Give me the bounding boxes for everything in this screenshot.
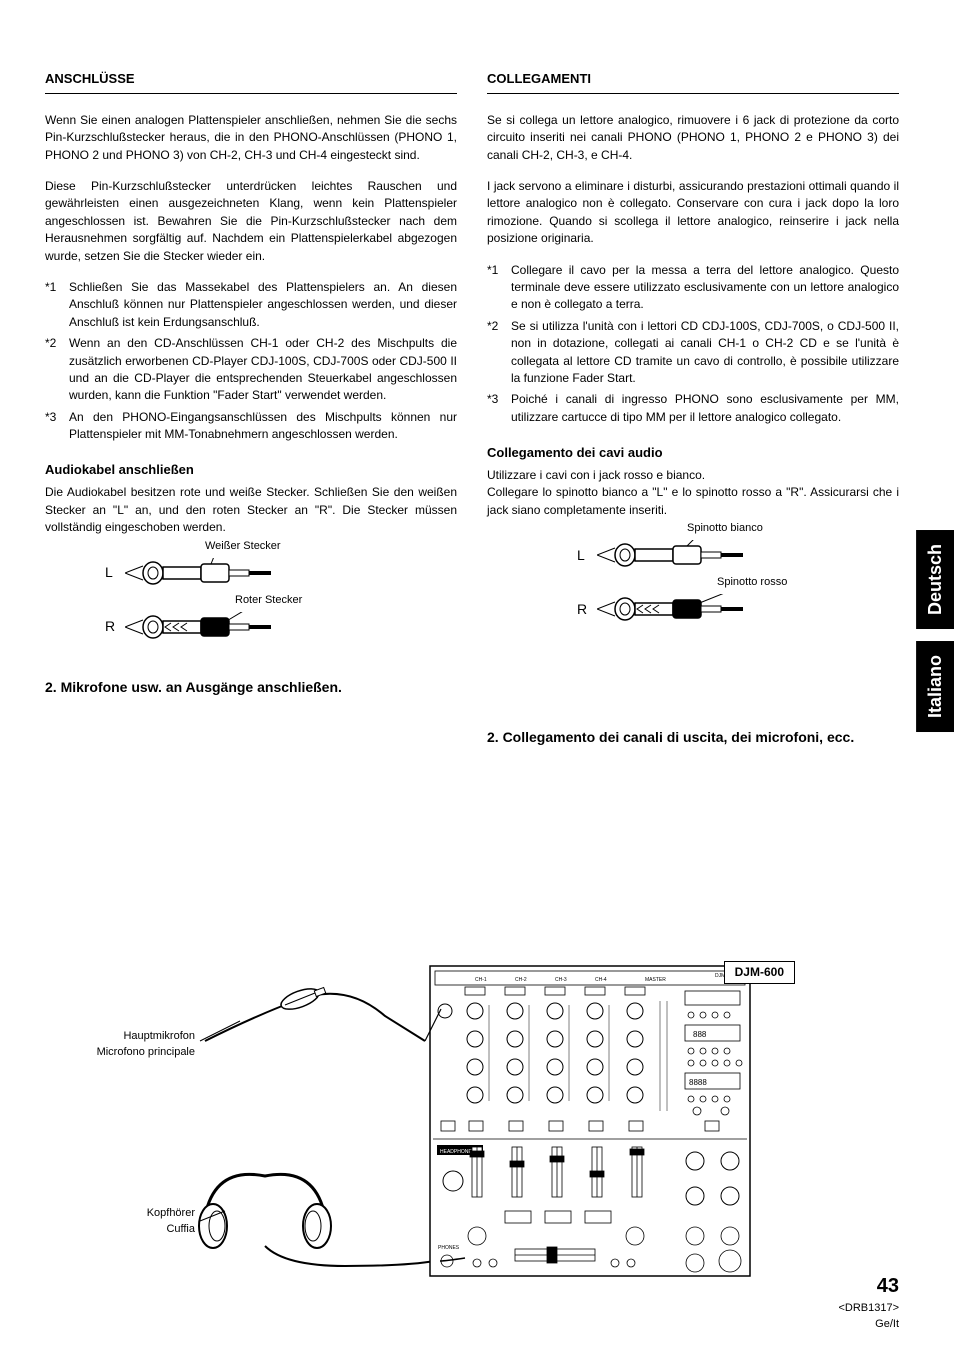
connections-diagram: DJM-600 Hauptmikrofon Microfono principa…	[45, 961, 845, 1291]
rca-plug-icon	[125, 612, 285, 642]
left-h2: 2. Mikrofone usw. an Ausgänge anschließe…	[45, 677, 457, 697]
r-letter: R	[105, 616, 119, 636]
left-intro-1: Wenn Sie einen analogen Plattenspieler a…	[45, 112, 457, 164]
tab-deutsch: Deutsch	[916, 530, 954, 629]
right-h2: 2. Collegamento dei canali di uscita, de…	[487, 727, 899, 747]
svg-text:CH-2: CH-2	[515, 977, 527, 983]
plug-l-row: L	[105, 553, 457, 593]
note-row: *2Wenn an den CD-Anschlüssen CH-1 oder C…	[45, 335, 457, 405]
mixer-model-label: DJM-600	[724, 961, 795, 984]
left-section-title: ANSCHLÜSSE	[45, 70, 457, 94]
svg-text:CH-3: CH-3	[555, 977, 567, 983]
left-sub-title: Audiokabel anschließen	[45, 461, 457, 480]
doc-id: <DRB1317>	[838, 1301, 899, 1317]
right-plug-figure: Spinotto bianco L Spinotto rosso R	[577, 535, 899, 629]
svg-text:MASTER: MASTER	[645, 977, 666, 983]
mic-label-it: Microfono principale	[55, 1045, 195, 1061]
right-intro-1: Se si collega un lettore analogico, rimu…	[487, 112, 899, 164]
rca-plug-icon	[597, 540, 757, 570]
language-tabs: Deutsch Italiano	[916, 530, 954, 744]
note-row: *3Poiché i canali di ingresso PHONO sono…	[487, 391, 899, 426]
tab-italiano: Italiano	[916, 641, 954, 732]
headphone-labels: Kopfhörer Cuffia	[105, 1206, 195, 1238]
hp-label-it: Cuffia	[105, 1222, 195, 1238]
svg-text:CH-4: CH-4	[595, 977, 607, 983]
lang-indicator: Ge/It	[838, 1317, 899, 1333]
right-sub-title: Collegamento dei cavi audio	[487, 444, 899, 463]
note-row: *2Se si utilizza l'unità con i lettori C…	[487, 318, 899, 388]
left-sub-text: Die Audiokabel besitzen rote und weiße S…	[45, 484, 457, 536]
l-letter: L	[105, 562, 119, 582]
rca-plug-icon	[597, 594, 757, 624]
hp-label-de: Kopfhörer	[105, 1206, 195, 1222]
right-section-title: COLLEGAMENTI	[487, 70, 899, 94]
right-notes: *1Collegare il cavo per la messa a terra…	[487, 262, 899, 427]
svg-text:888: 888	[693, 1030, 707, 1039]
page-footer: 43 <DRB1317> Ge/It	[838, 1272, 899, 1333]
note-row: *1Schließen Sie das Massekabel des Platt…	[45, 279, 457, 331]
l-letter: L	[577, 545, 591, 565]
plug-l-row: L	[577, 535, 899, 575]
mic-labels: Hauptmikrofon Microfono principale	[55, 1029, 195, 1061]
r-letter: R	[577, 599, 591, 619]
right-sub-text: Utilizzare i cavi con i jack rosso e bia…	[487, 467, 899, 519]
page-number: 43	[838, 1272, 899, 1301]
right-intro-2: I jack servono a eliminare i disturbi, a…	[487, 178, 899, 248]
note-row: *3An den PHONO-Eingangsanschlüssen des M…	[45, 409, 457, 444]
left-intro-2: Diese Pin-Kurzschlußstecker unterdrücken…	[45, 178, 457, 265]
left-plug-figure: Weißer Stecker L Roter Stecker R	[105, 553, 457, 647]
plug-r-row: R	[577, 589, 899, 629]
note-row: *1Collegare il cavo per la messa a terra…	[487, 262, 899, 314]
plug-r-row: R	[105, 607, 457, 647]
wiring-diagram-svg: CH-1 CH-2 CH-3 CH-4 MASTER DJM-600	[45, 961, 845, 1291]
mic-label-de: Hauptmikrofon	[55, 1029, 195, 1045]
svg-text:CH-1: CH-1	[475, 977, 487, 983]
rca-plug-icon	[125, 558, 285, 588]
left-notes: *1Schließen Sie das Massekabel des Platt…	[45, 279, 457, 444]
svg-text:PHONES: PHONES	[438, 1245, 460, 1251]
svg-text:8888: 8888	[689, 1078, 707, 1087]
